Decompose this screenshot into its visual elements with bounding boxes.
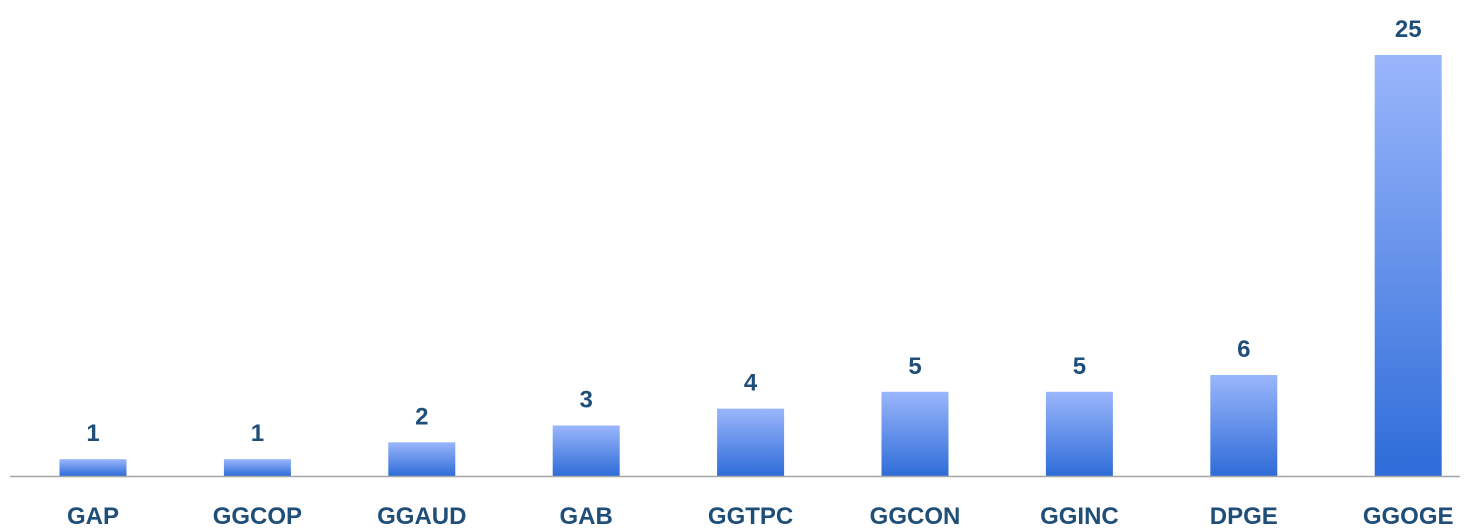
value-label-ggtpc: 4 xyxy=(744,370,758,397)
value-label-gap: 1 xyxy=(86,420,99,447)
value-label-gginc: 5 xyxy=(1073,353,1086,380)
category-label-dpge: DPGE xyxy=(1210,503,1278,529)
category-label-ggaud: GGAUD xyxy=(377,503,466,529)
value-label-ggaud: 2 xyxy=(415,403,428,430)
bar-dpge xyxy=(1210,375,1278,476)
value-label-ggcon: 5 xyxy=(908,353,921,380)
bar-ggaud xyxy=(388,442,456,476)
bar-ggoge xyxy=(1374,55,1442,476)
category-label-ggtpc: GGTPC xyxy=(708,503,793,529)
category-label-ggoge: GGOGE xyxy=(1363,503,1454,529)
value-labels-layer: 1 1 2 3 4 5 5 6 25 xyxy=(86,16,1421,447)
bar-gab xyxy=(552,425,620,476)
bar-gginc xyxy=(1045,391,1113,476)
value-label-dpge: 6 xyxy=(1237,336,1250,363)
bar-gap xyxy=(59,459,127,476)
category-label-ggcon: GGCON xyxy=(870,503,961,529)
bar-ggcop xyxy=(223,459,291,476)
bar-ggtpc xyxy=(717,408,785,476)
category-labels-layer: GAP GGCOP GGAUD GAB GGTPC GGCON GGINC DPGE GGOGE xyxy=(67,503,1454,529)
bars-layer xyxy=(59,55,1442,476)
value-label-ggcop: 1 xyxy=(251,420,264,447)
category-label-gap: GAP xyxy=(67,503,119,529)
value-label-ggoge: 25 xyxy=(1395,16,1422,43)
category-label-ggcop: GGCOP xyxy=(213,503,302,529)
category-label-gginc: GGINC xyxy=(1040,503,1119,529)
bar-ggcon xyxy=(881,391,949,476)
value-label-gab: 3 xyxy=(580,387,593,414)
category-label-gab: GAB xyxy=(560,503,613,529)
